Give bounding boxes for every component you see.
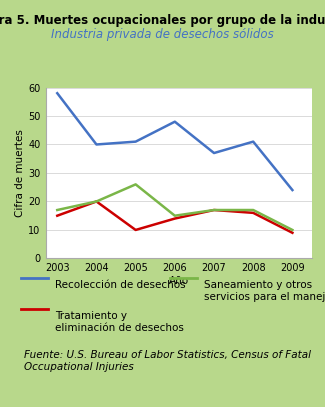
X-axis label: Año: Año bbox=[169, 276, 189, 286]
Text: Fuente: U.S. Bureau of Labor Statistics, Census of Fatal
Occupational Injuries: Fuente: U.S. Bureau of Labor Statistics,… bbox=[24, 350, 311, 372]
Text: Tratamiento y
eliminación de desechos: Tratamiento y eliminación de desechos bbox=[55, 311, 184, 333]
Y-axis label: Cifra de muertes: Cifra de muertes bbox=[16, 129, 25, 217]
Text: Saneamiento y otros
servicios para el manejo de: Saneamiento y otros servicios para el ma… bbox=[204, 280, 325, 302]
Text: Recolección de desechos: Recolección de desechos bbox=[55, 280, 185, 290]
Text: Figura 5. Muertes ocupacionales por grupo de la industria: Figura 5. Muertes ocupacionales por grup… bbox=[0, 14, 325, 27]
Text: Industria privada de desechos sólidos: Industria privada de desechos sólidos bbox=[51, 28, 274, 42]
